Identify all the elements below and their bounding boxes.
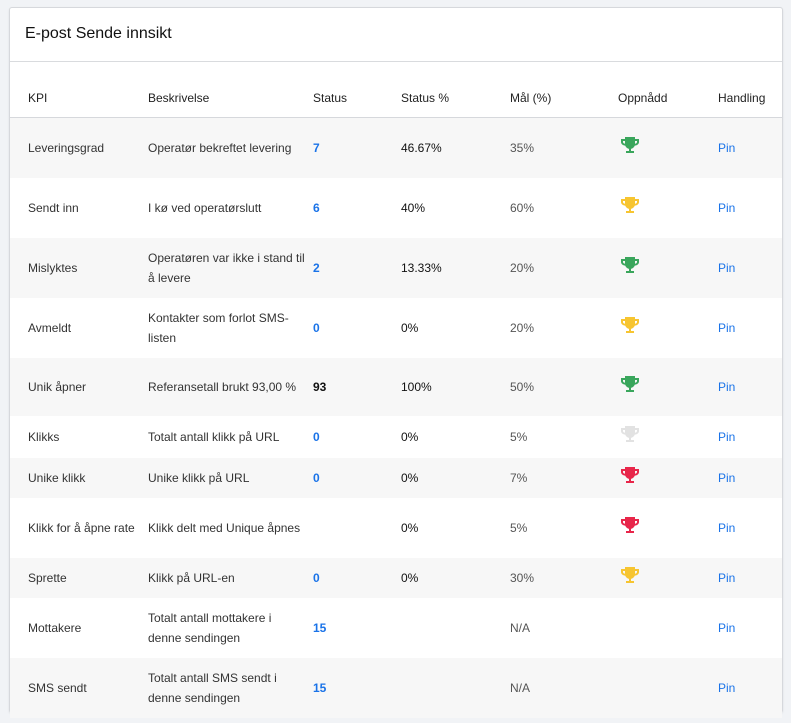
status-percent: 0%	[401, 429, 419, 444]
pin-button[interactable]: Pin	[718, 260, 736, 275]
pin-button[interactable]: Pin	[718, 320, 736, 335]
table-row: Unike klikk Unike klikk på URL 0 0% 7% P…	[10, 457, 782, 498]
pin-button[interactable]: Pin	[718, 200, 736, 215]
goal-percent: 7%	[510, 457, 618, 498]
trophy-icon	[620, 196, 640, 214]
status-value: 2	[313, 260, 320, 275]
col-description: Beskrivelse	[148, 78, 307, 118]
status-percent: 13.33%	[401, 237, 510, 298]
goal-percent: N/A	[510, 657, 618, 718]
table-row: Mottakere Totalt antall mottakere i denn…	[10, 598, 782, 658]
table-row: Klikk for å åpne rate Klikk delt med Uni…	[10, 498, 782, 558]
status-percent	[401, 598, 510, 658]
kpi-description: Totalt antall klikk på URL	[148, 429, 280, 444]
table-row: Avmeldt Kontakter som forlot SMS-listen …	[10, 298, 782, 358]
kpi-name: Mislyktes	[10, 237, 148, 298]
trophy-icon	[620, 516, 640, 534]
kpi-description: Totalt antall SMS sendt i denne sendinge…	[148, 657, 307, 718]
goal-percent: 35%	[510, 117, 618, 178]
status-value: 0	[313, 429, 320, 444]
col-status-pct: Status %	[401, 78, 510, 118]
goal-percent: 5%	[510, 520, 528, 535]
status-value: 0	[313, 320, 320, 335]
goal-percent: 20%	[510, 320, 535, 335]
trophy-icon	[620, 566, 640, 584]
goal-percent: 30%	[510, 557, 618, 598]
kpi-name: Unik åpner	[10, 357, 148, 416]
kpi-description: Klikk delt med Unique åpnes	[148, 520, 301, 535]
pin-button[interactable]: Pin	[718, 379, 736, 394]
kpi-description: Klikk på URL-en	[148, 557, 307, 598]
goal-percent: N/A	[510, 620, 531, 635]
kpi-name: Avmeldt	[28, 320, 72, 335]
table-row: Unik åpner Referansetall brukt 93,00 % 9…	[10, 357, 782, 416]
kpi-name: Klikk for å åpne rate	[28, 520, 135, 535]
pin-button[interactable]: Pin	[718, 680, 736, 695]
kpi-description: Kontakter som forlot SMS-listen	[148, 310, 289, 345]
kpi-description: Unike klikk på URL	[148, 457, 307, 498]
table-row: Klikks Totalt antall klikk på URL 0 0% 5…	[10, 416, 782, 458]
status-value: 93	[313, 379, 327, 394]
goal-percent: 50%	[510, 357, 618, 416]
status-percent: 0%	[401, 457, 510, 498]
table-row: Sendt inn I kø ved operatørslutt 6 40% 6…	[10, 178, 782, 238]
kpi-name: Leveringsgrad	[10, 117, 148, 178]
status-value: 7	[313, 140, 320, 155]
col-action: Handling	[718, 78, 782, 118]
col-goal: Mål (%)	[510, 78, 618, 118]
trophy-icon	[620, 316, 640, 334]
kpi-description: Operatøren var ikke i stand til å levere	[148, 237, 307, 298]
kpi-name: SMS sendt	[10, 657, 148, 718]
status-percent: 100%	[401, 357, 510, 416]
status-percent: 40%	[401, 200, 426, 215]
pin-button[interactable]: Pin	[718, 429, 736, 444]
goal-percent: 60%	[510, 200, 535, 215]
status-value: 0	[313, 470, 320, 485]
col-status: Status	[307, 78, 401, 118]
kpi-name: Mottakere	[28, 620, 82, 635]
pin-button[interactable]: Pin	[718, 570, 736, 585]
status-percent: 0%	[401, 520, 419, 535]
card-title: E-post Sende innsikt	[10, 8, 782, 62]
col-kpi: KPI	[10, 78, 148, 118]
col-achieved: Oppnådd	[618, 78, 718, 118]
status-value: 15	[313, 680, 327, 695]
trophy-icon	[620, 425, 640, 443]
status-percent: 46.67%	[401, 117, 510, 178]
kpi-description: Referansetall brukt 93,00 %	[148, 357, 307, 416]
pin-button[interactable]: Pin	[718, 620, 736, 635]
status-value: 15	[313, 620, 327, 635]
kpi-name: Sendt inn	[28, 200, 79, 215]
pin-button[interactable]: Pin	[718, 470, 736, 485]
status-percent: 0%	[401, 557, 510, 598]
trophy-icon	[620, 375, 640, 393]
insight-card: E-post Sende innsikt KPI Beskrivelse Sta…	[9, 7, 783, 718]
kpi-description: Operatør bekreftet levering	[148, 117, 307, 178]
pin-button[interactable]: Pin	[718, 140, 736, 155]
kpi-name: Klikks	[28, 429, 60, 444]
kpi-description: Totalt antall mottakere i denne sendinge…	[148, 610, 272, 645]
table-row: Leveringsgrad Operatør bekreftet leverin…	[10, 117, 782, 178]
table-row: Sprette Klikk på URL-en 0 0% 30% Pin	[10, 557, 782, 598]
status-percent: 0%	[401, 320, 419, 335]
kpi-description: I kø ved operatørslutt	[148, 200, 262, 215]
goal-percent: 5%	[510, 429, 528, 444]
kpi-name: Unike klikk	[10, 457, 148, 498]
kpi-name: Sprette	[10, 557, 148, 598]
trophy-icon	[620, 136, 640, 154]
table-header: KPI Beskrivelse Status Status % Mål (%) …	[10, 78, 782, 118]
table-row: SMS sendt Totalt antall SMS sendt i denn…	[10, 657, 782, 718]
kpi-table: KPI Beskrivelse Status Status % Mål (%) …	[10, 78, 782, 718]
trophy-icon	[620, 256, 640, 274]
goal-percent: 20%	[510, 237, 618, 298]
status-value: 6	[313, 200, 320, 215]
pin-button[interactable]: Pin	[718, 520, 736, 535]
table-row: Mislyktes Operatøren var ikke i stand ti…	[10, 237, 782, 298]
status-percent	[401, 657, 510, 718]
status-value: 0	[313, 570, 320, 585]
trophy-icon	[620, 466, 640, 484]
